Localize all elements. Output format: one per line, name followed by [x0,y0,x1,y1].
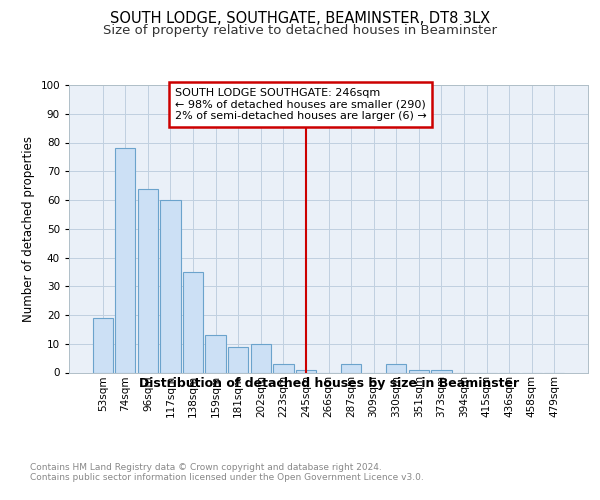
Bar [138,188,158,372]
Bar [386,364,406,372]
Bar [228,346,248,372]
Bar [341,364,361,372]
Bar [431,370,452,372]
Bar [205,335,226,372]
Text: Contains HM Land Registry data © Crown copyright and database right 2024.
Contai: Contains HM Land Registry data © Crown c… [30,462,424,482]
Bar [92,318,113,372]
Bar [296,370,316,372]
Text: Size of property relative to detached houses in Beaminster: Size of property relative to detached ho… [103,24,497,37]
Text: SOUTH LODGE, SOUTHGATE, BEAMINSTER, DT8 3LX: SOUTH LODGE, SOUTHGATE, BEAMINSTER, DT8 … [110,11,490,26]
Bar [251,344,271,372]
Y-axis label: Number of detached properties: Number of detached properties [22,136,35,322]
Bar [160,200,181,372]
Bar [183,272,203,372]
Bar [273,364,293,372]
Bar [115,148,136,372]
Bar [409,370,429,372]
Text: Distribution of detached houses by size in Beaminster: Distribution of detached houses by size … [139,378,519,390]
Text: SOUTH LODGE SOUTHGATE: 246sqm
← 98% of detached houses are smaller (290)
2% of s: SOUTH LODGE SOUTHGATE: 246sqm ← 98% of d… [175,88,427,121]
